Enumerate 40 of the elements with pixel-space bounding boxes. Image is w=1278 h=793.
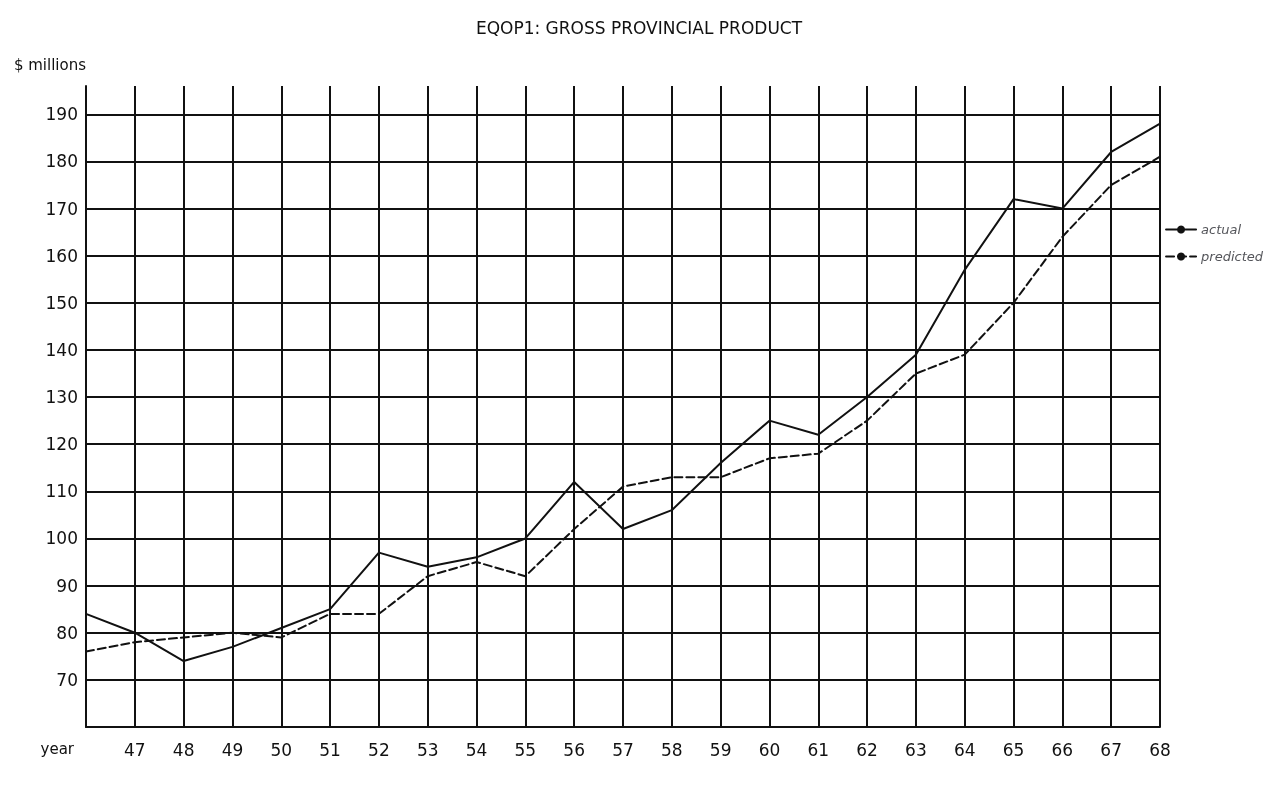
y-tick-label: 110 xyxy=(45,481,78,502)
y-tick-label: 190 xyxy=(45,104,78,125)
legend-label: actual xyxy=(1201,222,1242,237)
x-tick-label: 53 xyxy=(416,739,439,760)
x-tick-label: 63 xyxy=(905,739,927,760)
y-tick-label: 140 xyxy=(45,339,78,360)
x-tick-label: 58 xyxy=(661,739,683,760)
x-tick-label: 57 xyxy=(612,739,634,760)
y-tick-label: 130 xyxy=(45,387,78,408)
legend-label: predicted xyxy=(1200,249,1264,264)
x-tick-label: 62 xyxy=(856,739,878,760)
x-tick-label: 56 xyxy=(563,739,585,760)
y-tick-label: 90 xyxy=(56,575,78,596)
x-tick-label: 61 xyxy=(807,739,830,760)
x-tick-label: 60 xyxy=(758,739,781,760)
x-tick-label: 68 xyxy=(1149,739,1171,760)
y-axis-title: $ millions xyxy=(13,55,87,74)
x-tick-label: 54 xyxy=(465,739,488,760)
y-tick-label: 160 xyxy=(45,245,78,266)
y-tick-label: 80 xyxy=(56,622,78,643)
x-tick-label: 51 xyxy=(319,739,341,760)
x-tick-label: 55 xyxy=(514,739,537,760)
x-tick-label: 64 xyxy=(953,739,976,760)
y-tick-label: 120 xyxy=(45,434,78,455)
x-tick-label: 52 xyxy=(368,739,390,760)
x-tick-label: 66 xyxy=(1051,739,1074,760)
x-tick-label: 65 xyxy=(1002,739,1025,760)
chart-title: EQOP1: GROSS PROVINCIAL PRODUCT xyxy=(475,17,803,38)
x-axis-title: year xyxy=(40,739,75,758)
x-tick-label: 48 xyxy=(172,739,195,760)
y-tick-label: 180 xyxy=(45,151,78,172)
y-tick-label: 170 xyxy=(45,198,78,219)
x-tick-label: 59 xyxy=(709,739,732,760)
x-tick-label: 50 xyxy=(270,739,293,760)
x-tick-label: 47 xyxy=(124,739,146,760)
y-tick-label: 150 xyxy=(45,292,78,313)
y-tick-label: 70 xyxy=(56,669,78,690)
x-tick-label: 49 xyxy=(221,739,244,760)
y-tick-label: 100 xyxy=(45,528,78,549)
x-tick-label: 67 xyxy=(1100,739,1122,760)
